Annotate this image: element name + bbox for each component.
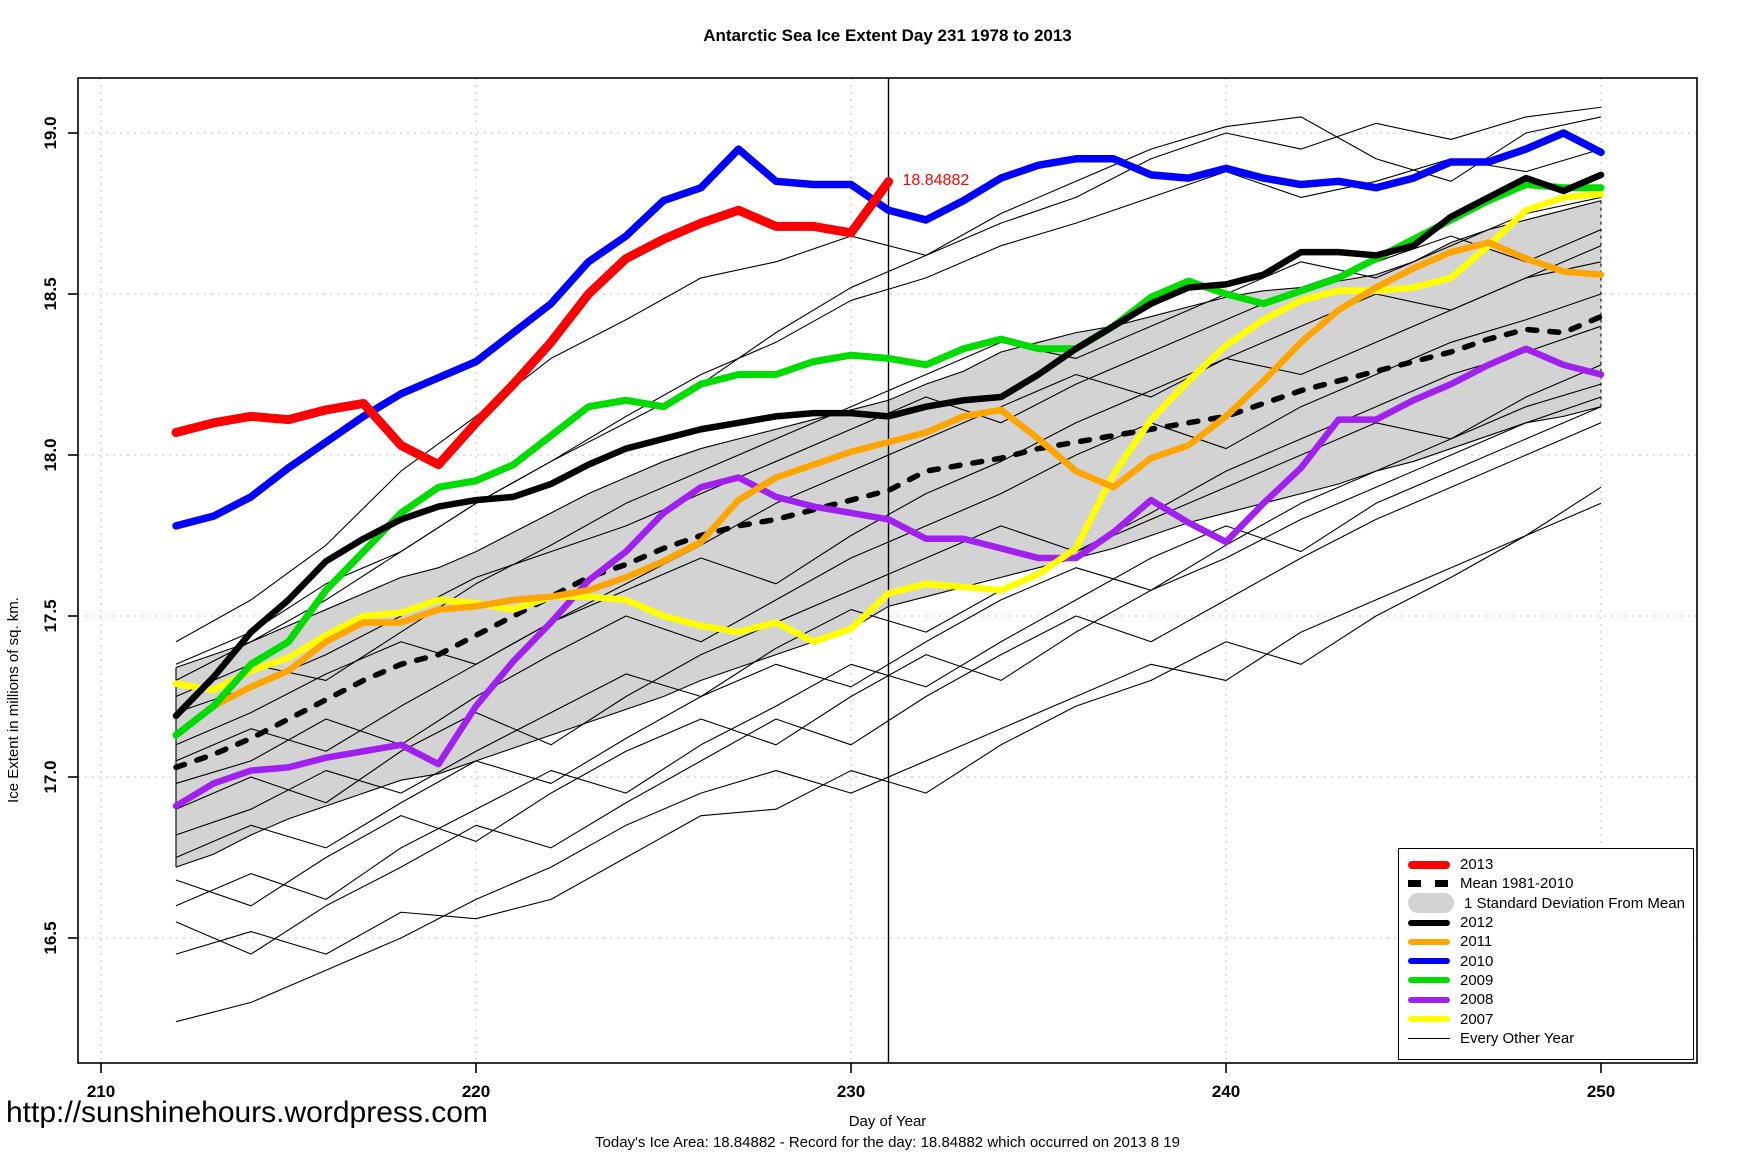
series-2010-line <box>172 129 1605 530</box>
legend-item-std-band: 1 Standard Deviation From Mean <box>1408 893 1693 914</box>
legend-item-2008: 2008 <box>1408 990 1693 1009</box>
status-line: Today's Ice Area: 18.84882 - Record for … <box>595 1134 1180 1151</box>
legend-swatch-2010-line-icon <box>1408 958 1450 965</box>
plot-frame <box>77 77 1698 1064</box>
legend-swatch-2007-line-icon <box>1408 1016 1450 1023</box>
legend-label: 1 Standard Deviation From Mean <box>1464 894 1685 912</box>
legend-item-every-other-year: Every Other Year <box>1408 1029 1693 1048</box>
legend-item-2010: 2010 <box>1408 951 1693 970</box>
y-tick-label: 17.0 <box>41 760 60 793</box>
legend-swatch-2012-line-icon <box>1408 919 1450 926</box>
series-2012-line <box>172 171 1605 720</box>
x-tick-label: 230 <box>837 1082 865 1101</box>
legend-label: 2010 <box>1460 952 1494 970</box>
x-axis-title: Day of Year <box>848 1113 927 1130</box>
legend-label: 2009 <box>1460 971 1494 989</box>
legend: 2013 Mean 1981-2010 1 Standard Deviation… <box>1398 848 1694 1060</box>
record-value-annotation: 18.84882 <box>902 171 970 189</box>
legend-item-2007: 2007 <box>1408 1009 1693 1028</box>
legend-item-2012: 2012 <box>1408 913 1693 932</box>
site-url-text: http://sunshinehours.wordpress.com <box>6 1096 488 1129</box>
legend-label: 2008 <box>1460 991 1494 1009</box>
chart-title: Antarctic Sea Ice Extent Day 231 1978 to… <box>703 26 1072 45</box>
legend-swatch-2009-line-icon <box>1408 977 1450 984</box>
legend-label: 2013 <box>1460 856 1494 874</box>
y-tick-label: 17.5 <box>41 599 60 632</box>
legend-item-2009: 2009 <box>1408 971 1693 990</box>
x-tick-label: 220 <box>462 1082 490 1101</box>
legend-swatch-2011-line-icon <box>1408 938 1450 945</box>
legend-swatch-thin-line-icon <box>1408 1037 1450 1040</box>
legend-item-2011: 2011 <box>1408 932 1693 951</box>
legend-label: 2012 <box>1460 914 1494 932</box>
legend-item-2013: 2013 <box>1408 855 1693 874</box>
series-2009-line <box>172 181 1605 739</box>
series-mean-1981-2010-line <box>173 313 1604 771</box>
legend-label: Every Other Year <box>1460 1029 1575 1047</box>
legend-item-mean: Mean 1981-2010 <box>1408 874 1693 893</box>
legend-label: Mean 1981-2010 <box>1460 875 1574 893</box>
y-tick-label: 18.0 <box>41 438 60 471</box>
series-2008-line <box>172 345 1605 810</box>
legend-swatch-2008-line-icon <box>1408 996 1450 1003</box>
legend-swatch-2013-line-icon <box>1408 860 1450 869</box>
y-tick-label: 19.0 <box>41 116 60 149</box>
y-tick-label: 16.5 <box>41 921 60 954</box>
x-tick-label: 210 <box>87 1082 115 1101</box>
y-tick-label: 18.5 <box>41 277 60 310</box>
legend-label: 2011 <box>1460 933 1493 951</box>
series-2011-line <box>172 239 1605 739</box>
legend-swatch-mean-dash-icon <box>1408 880 1450 888</box>
series-2013-line <box>171 177 893 470</box>
y-axis-title: Ice Extent in millions of sq. km. <box>5 597 22 803</box>
legend-swatch-band-icon <box>1408 893 1454 914</box>
x-tick-label: 240 <box>1212 1082 1240 1101</box>
series-2007-line <box>172 190 1605 694</box>
x-tick-label: 250 <box>1587 1082 1615 1101</box>
legend-label: 2007 <box>1460 1010 1494 1028</box>
